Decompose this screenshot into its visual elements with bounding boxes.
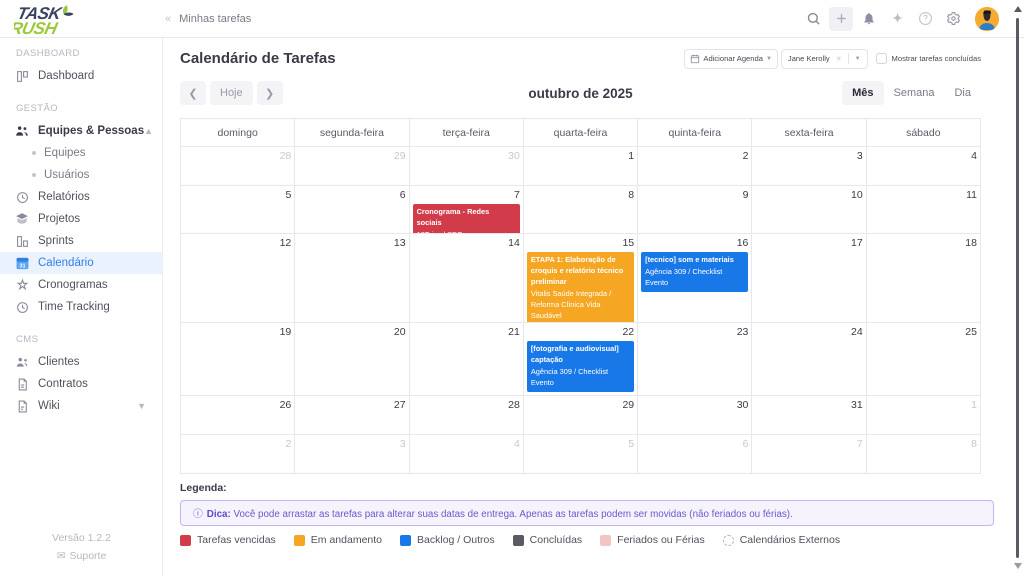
svg-text:RUSH: RUSH [14,18,60,36]
svg-text:31: 31 [19,263,25,269]
